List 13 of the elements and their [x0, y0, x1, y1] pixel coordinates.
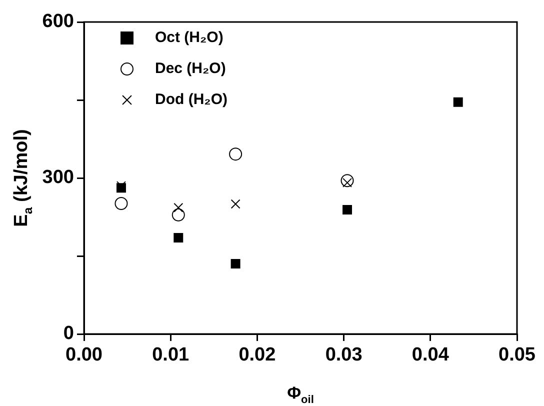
y-tick-label: 0 [63, 323, 74, 344]
x-tick-label: 0.01 [152, 344, 190, 366]
x-tick-label: 0.00 [66, 344, 102, 366]
y-tick-label: 300 [42, 167, 74, 188]
legend-label: Oct (H₂O) [155, 29, 224, 46]
legend-label: Dec (H₂O) [155, 60, 226, 78]
y-axis-title: Ea (kJ/mol) [11, 129, 36, 227]
y-tick-label: 600 [42, 11, 74, 32]
x-tick-label: 0.04 [412, 344, 450, 366]
x-tick-label: 0.02 [238, 344, 276, 366]
x-tick-label: 0.05 [498, 344, 536, 366]
x-tick-label: 0.03 [325, 344, 362, 366]
legend-label: Dod (H₂O) [155, 91, 228, 108]
